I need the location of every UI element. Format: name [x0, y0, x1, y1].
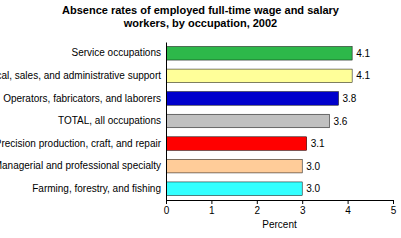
- bar: [166, 159, 302, 173]
- x-tick-mark: [257, 200, 258, 204]
- bar: [166, 137, 307, 151]
- x-tick-mark: [393, 200, 394, 204]
- data-label: 3.0: [306, 161, 320, 172]
- title-line: workers, by occupation, 2002: [123, 17, 277, 29]
- y-tick: Managerial and professional specialty: [0, 160, 166, 171]
- title: Absence rates of employed full-time wage…: [62, 4, 340, 29]
- x-tick: 2: [255, 200, 261, 216]
- data-label: 3.6: [333, 116, 347, 127]
- x-axis-title: Percent: [262, 219, 297, 230]
- plot: 4.1 4.1 3.8 3.6 3.1 3.0 3.0 0 1 2 3 4 5 Service occup…: [0, 43, 397, 217]
- data-label: 3.0: [306, 183, 320, 194]
- x-tick: 5: [391, 200, 397, 216]
- x-tick-mark: [211, 200, 212, 204]
- bar: [166, 182, 302, 196]
- x-tick-label: 0: [164, 205, 170, 216]
- y-tick-label: Farming, forestry, and fishing: [32, 183, 161, 194]
- x-tick-label: 2: [255, 205, 261, 216]
- x-tick-label: 1: [209, 205, 215, 216]
- bar: [166, 114, 329, 128]
- y-tick-label: Managerial and professional specialty: [0, 160, 161, 171]
- chart: Absence rates of employed full-time wage…: [0, 0, 401, 238]
- x-axis-line: [167, 201, 394, 205]
- y-tick: Service occupations: [72, 47, 167, 58]
- bars: [166, 47, 352, 196]
- y-tick: Farming, forestry, and fishing: [32, 183, 166, 194]
- y-tick-label: Precision production, craft, and repair: [0, 138, 162, 149]
- y-tick-label: Technical, sales, and administrative sup…: [0, 70, 161, 81]
- x-tick: 3: [300, 200, 306, 216]
- x-tick-mark: [302, 200, 303, 204]
- background: [0, 0, 401, 238]
- data-label: 3.1: [311, 138, 325, 149]
- y-tick: Technical, sales, and administrative sup…: [0, 70, 166, 81]
- x-axis: 0 1 2 3 4 5: [164, 200, 397, 216]
- bar: [166, 92, 339, 106]
- x-tick: 0: [164, 200, 170, 216]
- data-label: 3.8: [343, 93, 357, 104]
- y-tick-label: TOTAL, all occupations: [58, 115, 161, 126]
- data-label: 4.1: [356, 48, 370, 59]
- title-line: Absence rates of employed full-time wage…: [62, 4, 340, 16]
- data-labels: 4.1 4.1 3.8 3.6 3.1 3.0 3.0: [306, 48, 370, 194]
- x-tick-mark: [166, 200, 167, 204]
- x-tick: 4: [345, 200, 351, 216]
- data-label: 4.1: [356, 70, 370, 81]
- y-tick: Operators, fabricators, and laborers: [3, 93, 166, 104]
- y-tick: Precision production, craft, and repair: [0, 138, 166, 149]
- y-tick-label: Operators, fabricators, and laborers: [3, 93, 161, 104]
- x-tick-mark: [348, 200, 349, 204]
- bar: [166, 69, 352, 83]
- x-tick-label: 3: [300, 205, 306, 216]
- y-tick-label: Service occupations: [72, 47, 162, 58]
- bar: [166, 47, 352, 61]
- x-tick-label: 4: [345, 205, 351, 216]
- y-axis: Service occupations Technical, sales, and…: [0, 43, 167, 201]
- x-tick: 1: [209, 200, 215, 216]
- x-tick-label: 5: [391, 205, 397, 216]
- y-axis-line: [166, 43, 167, 201]
- y-tick: TOTAL, all occupations: [58, 115, 166, 126]
